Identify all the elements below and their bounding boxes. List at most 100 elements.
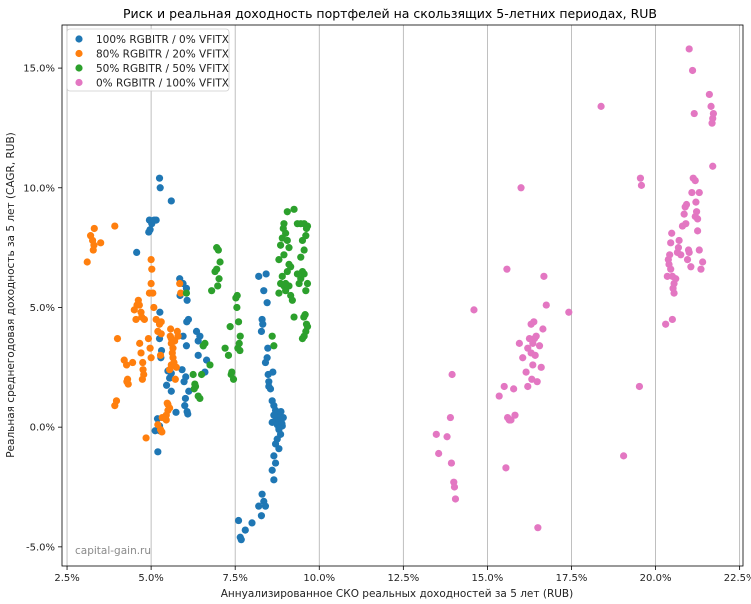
data-point	[275, 255, 283, 264]
data-point	[279, 413, 287, 422]
data-point	[189, 370, 197, 379]
data-point	[155, 174, 164, 182]
data-point	[233, 291, 241, 300]
data-point	[172, 408, 180, 416]
data-point	[435, 449, 443, 458]
legend: 100% RGBITR / 0% VFITX 80% RGBITR / 20% V…	[66, 28, 230, 92]
data-point	[285, 282, 293, 290]
legend-marker	[75, 49, 83, 58]
data-point	[184, 315, 193, 324]
data-point	[83, 258, 91, 266]
data-point	[265, 382, 273, 391]
data-point	[111, 222, 119, 230]
data-point	[146, 344, 154, 352]
data-point	[224, 351, 233, 359]
data-point	[280, 251, 288, 259]
data-point	[255, 502, 263, 510]
data-point	[139, 358, 147, 367]
data-point	[470, 306, 478, 314]
data-point	[264, 344, 272, 352]
plot-area-frame	[61, 24, 744, 567]
data-point	[542, 301, 550, 309]
data-point	[511, 411, 519, 419]
data-point	[260, 287, 268, 295]
x-tick-label: 20.0%	[640, 573, 672, 584]
data-point	[534, 524, 542, 532]
legend-label: 0% RGBITR / 100% VFITX	[96, 77, 229, 89]
legend-marker	[75, 64, 83, 72]
data-point	[124, 380, 132, 388]
x-tick-label: 17.5%	[556, 573, 588, 584]
data-point	[283, 208, 291, 216]
data-point	[692, 198, 700, 206]
data-point	[142, 434, 150, 442]
data-point	[276, 241, 285, 249]
data-point	[216, 258, 224, 266]
x-tick-label: 5.0%	[138, 573, 163, 584]
data-point	[688, 188, 696, 197]
data-point	[448, 370, 456, 379]
data-point	[271, 459, 280, 467]
data-point	[196, 394, 204, 403]
data-point	[270, 476, 278, 484]
data-point	[668, 315, 676, 324]
data-point	[248, 519, 256, 527]
data-point	[167, 387, 175, 395]
data-point	[670, 289, 678, 297]
x-axis-label: Аннуализированное СКО реальных доходност…	[221, 588, 573, 600]
data-point	[174, 332, 182, 340]
data-point	[259, 320, 267, 328]
y-tick-label: 0.0%	[30, 423, 55, 434]
data-point	[302, 320, 311, 328]
data-point	[144, 334, 153, 343]
data-point	[183, 296, 191, 304]
data-point	[677, 251, 685, 259]
data-point	[290, 313, 298, 321]
x-tick-label: 7.5%	[222, 573, 247, 584]
legend-label: 80% RGBITR / 20% VFITX	[96, 48, 229, 60]
data-point	[668, 229, 676, 237]
data-point	[539, 325, 547, 333]
data-point	[257, 327, 266, 336]
data-point	[280, 220, 288, 228]
data-point	[530, 318, 538, 326]
data-point	[275, 289, 283, 297]
data-point	[157, 330, 165, 338]
data-point	[154, 448, 162, 456]
data-point	[519, 354, 527, 362]
data-point	[503, 265, 511, 273]
data-point	[156, 184, 164, 192]
data-point	[138, 375, 146, 383]
data-point	[270, 452, 278, 460]
data-point	[257, 512, 266, 520]
data-point	[97, 239, 105, 247]
data-point	[171, 375, 179, 383]
data-point	[528, 375, 536, 383]
data-point	[620, 452, 628, 460]
data-point	[443, 433, 451, 441]
data-point	[300, 313, 308, 321]
data-point	[261, 502, 270, 510]
data-point	[236, 332, 244, 340]
data-point	[270, 342, 278, 350]
data-point	[666, 251, 674, 259]
data-point	[166, 332, 174, 340]
data-point	[293, 220, 302, 228]
data-point	[495, 392, 503, 400]
data-point	[177, 289, 185, 297]
data-point	[227, 370, 235, 379]
data-point	[302, 232, 310, 240]
data-point	[667, 239, 675, 247]
data-point	[133, 248, 141, 257]
data-point	[507, 416, 515, 424]
data-point	[176, 279, 184, 288]
data-point	[158, 428, 166, 436]
data-point	[111, 402, 119, 410]
data-point	[194, 351, 202, 359]
legend-frame	[66, 28, 230, 92]
data-point	[708, 119, 716, 127]
data-point	[688, 66, 697, 75]
data-point	[451, 495, 460, 503]
y-tick-label: 5.0%	[30, 303, 55, 314]
data-point	[166, 366, 174, 374]
